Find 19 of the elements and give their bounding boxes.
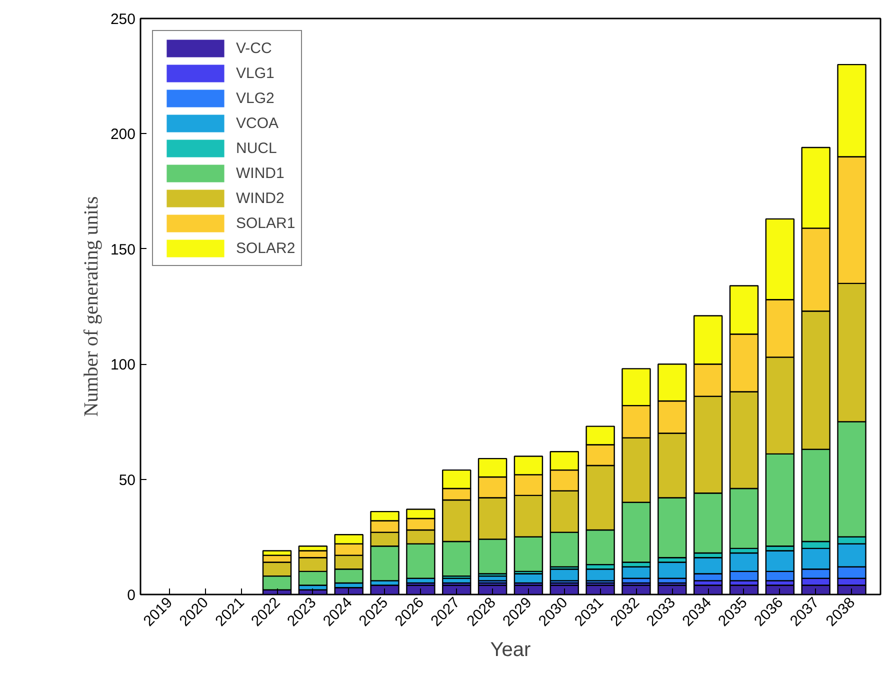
- bar: [550, 568, 579, 582]
- legend-label: WIND1: [236, 164, 284, 182]
- y-tick-label: 0: [127, 587, 136, 604]
- y-tick-label: 100: [110, 356, 136, 374]
- legend-label: SOLAR2: [236, 240, 296, 256]
- y-tick-label: 200: [110, 126, 136, 144]
- x-axis-title: Year: [490, 638, 532, 661]
- y-axis-title: Number of generating units: [80, 196, 102, 417]
- y-tick-label: 250: [110, 11, 136, 28]
- legend-label: VLG2: [236, 90, 274, 106]
- y-tick-label: 150: [110, 241, 136, 258]
- bar: [586, 568, 615, 582]
- y-tick-label: 50: [118, 472, 136, 489]
- legend-label: VLG1: [236, 64, 274, 82]
- legend-label: SOLAR1: [236, 214, 296, 232]
- legend-label: NUCL: [236, 140, 277, 156]
- legend-label: V-CC: [236, 40, 272, 56]
- legend-label: WIND2: [236, 190, 284, 206]
- legend-label: VCOA: [236, 114, 279, 132]
